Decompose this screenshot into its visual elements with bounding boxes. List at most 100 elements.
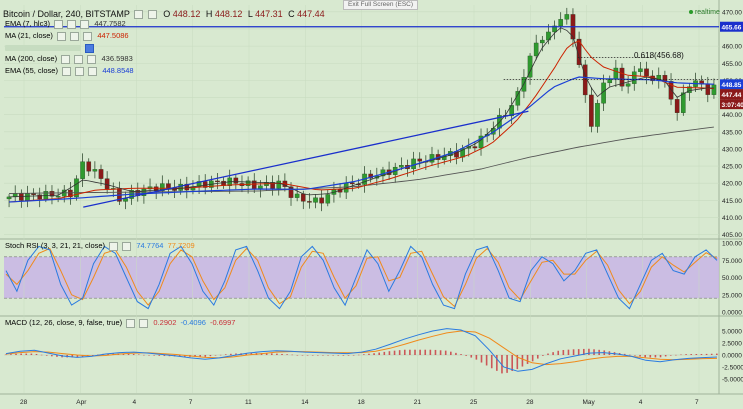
stoch-d-value: 77.7209: [167, 241, 195, 250]
macd-histogram-bar: [475, 355, 478, 360]
macd-histogram-bar: [209, 355, 212, 357]
candle-down: [307, 201, 312, 203]
macd-histogram-bar: [588, 348, 590, 355]
candle-down: [319, 197, 324, 204]
indicator-hidden-row[interactable]: [5, 43, 95, 53]
ohlc-h-value: 448.12: [214, 9, 243, 19]
macd-histogram-bar: [547, 353, 549, 355]
indicator-name: MA (21, close): [5, 31, 53, 40]
indicator-settings-icon[interactable]: [109, 241, 119, 251]
price-tick-label: 425.00: [722, 164, 742, 171]
indicator-name: EMA (55, close): [5, 66, 58, 75]
indicator-value: 436.5983: [101, 54, 133, 63]
macd-histogram-bar: [506, 355, 508, 373]
indicator-settings-icon[interactable]: [126, 318, 136, 328]
time-tick-label: 4: [639, 399, 643, 406]
candle-up: [558, 19, 563, 27]
macd-histogram-bar: [153, 355, 155, 356]
settings-box-icon[interactable]: [134, 10, 144, 20]
candle-up: [552, 25, 557, 33]
time-tick-label: 25: [470, 399, 478, 406]
time-tick-label: 28: [20, 399, 28, 406]
indicator-hide-icon[interactable]: [70, 31, 80, 41]
macd-histogram-bar: [143, 354, 145, 356]
stoch-legend[interactable]: Stoch RSI (3, 3, 21, 21, close) 74.7764 …: [5, 241, 195, 251]
macd-histogram-bar: [342, 355, 345, 356]
macd-histogram-bar: [593, 349, 595, 355]
macd-legend[interactable]: MACD (12, 26, close, 9, false, true) 0.2…: [5, 318, 235, 328]
candle-up: [160, 183, 165, 192]
indicator-hide-icon[interactable]: [75, 66, 85, 76]
indicator-settings-icon[interactable]: [61, 54, 71, 64]
candle-down: [31, 193, 36, 195]
indicator-settings-icon[interactable]: [57, 31, 67, 41]
indicator-remove-icon[interactable]: [87, 54, 97, 64]
indicator-hide-icon[interactable]: [67, 19, 77, 29]
macd-histogram-bar: [219, 354, 222, 356]
stoch-tick-label: 0.0000: [722, 310, 742, 317]
macd-histogram-bar: [444, 350, 447, 355]
candle-up: [411, 158, 416, 170]
candle-up: [540, 39, 545, 44]
exit-fullscreen-button[interactable]: Exit Full Screen (ESC): [343, 0, 419, 10]
indicator-ema55[interactable]: EMA (55, close) 448.8548: [5, 66, 134, 76]
indicator-value: 448.8548: [102, 66, 134, 75]
ohlc-c-value: 447.44: [297, 9, 325, 19]
macd-tick-label: 5.0000: [722, 329, 742, 336]
macd-histogram-bar: [15, 353, 17, 355]
candle-up: [313, 197, 318, 203]
indicator-hide-icon[interactable]: [122, 241, 132, 251]
macd-histogram-bar: [577, 349, 580, 355]
indicator-remove-icon[interactable]: [80, 19, 90, 29]
time-tick-label: Apr: [76, 399, 87, 406]
macd-histogram-bar: [675, 354, 677, 356]
indicator-settings-icon[interactable]: [62, 66, 72, 76]
macd-histogram-bar: [470, 355, 473, 358]
price-tick-label: 420.00: [722, 181, 742, 188]
indicator-value: 447.7582: [94, 19, 126, 28]
resistance-price-badge-bg: [720, 21, 743, 32]
ohlc-l-value: 447.31: [255, 9, 283, 19]
macd-histogram-bar: [199, 355, 201, 357]
indicator-remove-icon[interactable]: [88, 66, 98, 76]
candle-up: [711, 84, 717, 95]
indicator-remove-icon[interactable]: [83, 31, 93, 41]
stoch-tick-label: 75.000: [722, 258, 742, 265]
macd-histogram-bar: [649, 355, 652, 358]
indicator-ma200[interactable]: MA (200, close) 436.5983: [5, 54, 133, 64]
macd-histogram-bar: [352, 355, 355, 356]
candle-up: [613, 67, 619, 79]
time-tick-label: May: [583, 399, 596, 406]
indicator-hide-icon[interactable]: [74, 54, 84, 64]
hide-box-icon[interactable]: [147, 10, 157, 20]
candle-down: [417, 158, 423, 162]
indicator-ma21[interactable]: MA (21, close) 447.5086: [5, 31, 129, 41]
indicator-hide-icon[interactable]: [139, 318, 149, 328]
macd-histogram-bar: [639, 355, 641, 357]
macd-histogram-bar: [419, 349, 421, 355]
indicator-hidden-bar: [5, 45, 81, 52]
indicator-ema7[interactable]: EMA (7, hlc3) 447.7582: [5, 19, 126, 29]
macd-tick-label: 2.5000: [722, 341, 742, 348]
macd-histogram-bar: [526, 355, 529, 364]
macd-histogram-bar: [685, 354, 687, 355]
macd-histogram-bar: [306, 355, 309, 356]
macd-histogram-bar: [710, 353, 713, 355]
time-tick-label: 28: [526, 399, 534, 406]
stoch-name: Stoch RSI (3, 3, 21, 21, close): [5, 241, 106, 250]
indicator-settings-icon[interactable]: [54, 19, 64, 29]
macd-histogram-bar: [270, 353, 273, 355]
macd-histogram-bar: [107, 353, 109, 355]
candle-down: [166, 183, 171, 188]
macd-histogram-bar: [511, 355, 513, 371]
price-tick-label: 435.00: [722, 129, 742, 136]
macd-histogram-bar: [163, 355, 166, 357]
candle-down: [270, 182, 275, 189]
indicator-settings-icon[interactable]: [85, 43, 95, 53]
macd-histogram-bar: [480, 355, 483, 363]
macd-histogram-bar: [521, 355, 524, 367]
price-tick-label: 405.00: [722, 232, 742, 239]
candle-down: [582, 64, 588, 96]
macd-histogram-bar: [122, 353, 125, 355]
